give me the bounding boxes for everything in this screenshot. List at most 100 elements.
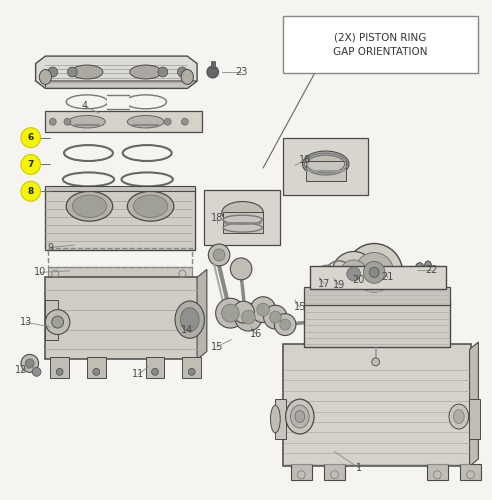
Bar	[204, 190, 280, 245]
Text: 10: 10	[34, 268, 47, 278]
Circle shape	[207, 66, 218, 78]
Text: 8: 8	[28, 187, 34, 196]
Bar	[146, 358, 164, 378]
Circle shape	[158, 67, 168, 77]
Text: 12: 12	[15, 366, 27, 376]
Ellipse shape	[71, 65, 103, 79]
Ellipse shape	[125, 95, 166, 109]
Ellipse shape	[122, 172, 173, 186]
Ellipse shape	[175, 301, 204, 339]
Bar	[45, 186, 195, 192]
Ellipse shape	[295, 410, 305, 422]
Bar	[183, 358, 201, 378]
Text: 15: 15	[211, 342, 223, 352]
Bar	[309, 266, 446, 289]
Circle shape	[235, 303, 262, 331]
Ellipse shape	[181, 70, 193, 84]
Circle shape	[21, 128, 40, 148]
Circle shape	[188, 368, 195, 376]
Circle shape	[215, 298, 245, 328]
Bar	[50, 358, 69, 378]
Text: 19: 19	[333, 280, 345, 290]
Circle shape	[52, 316, 63, 328]
Bar	[211, 60, 215, 68]
Text: 13: 13	[20, 317, 32, 327]
Circle shape	[208, 244, 230, 266]
Ellipse shape	[290, 405, 309, 428]
Circle shape	[178, 67, 187, 77]
Text: 20: 20	[352, 275, 365, 285]
Text: 16: 16	[249, 328, 262, 338]
Bar	[304, 302, 451, 347]
Polygon shape	[469, 342, 478, 466]
Ellipse shape	[66, 95, 108, 109]
Circle shape	[270, 311, 281, 323]
Ellipse shape	[64, 145, 113, 161]
Circle shape	[369, 268, 379, 278]
Text: 7: 7	[28, 160, 34, 169]
Bar	[222, 212, 263, 233]
Circle shape	[49, 118, 56, 125]
Circle shape	[280, 319, 290, 330]
Bar	[324, 464, 345, 479]
Bar	[427, 464, 448, 479]
Bar	[45, 188, 195, 250]
Circle shape	[264, 305, 287, 329]
Text: 21: 21	[382, 272, 394, 282]
Bar	[283, 16, 478, 74]
Polygon shape	[45, 81, 197, 88]
Text: (2X) PISTON RING
GAP ORIENTATION: (2X) PISTON RING GAP ORIENTATION	[333, 33, 428, 57]
Circle shape	[332, 252, 376, 296]
Bar	[87, 358, 106, 378]
Bar	[304, 288, 451, 304]
Text: 11: 11	[132, 370, 145, 380]
Ellipse shape	[127, 116, 164, 128]
Circle shape	[32, 368, 41, 376]
Ellipse shape	[127, 192, 174, 221]
Circle shape	[242, 310, 255, 324]
Ellipse shape	[425, 261, 431, 271]
Circle shape	[355, 252, 394, 292]
Circle shape	[372, 358, 379, 366]
Circle shape	[250, 296, 276, 322]
Circle shape	[182, 118, 188, 125]
Text: 17: 17	[318, 279, 331, 289]
Bar	[45, 300, 58, 340]
Circle shape	[164, 118, 171, 125]
Bar	[306, 162, 346, 182]
Circle shape	[257, 303, 270, 316]
Circle shape	[275, 314, 296, 336]
Bar	[276, 399, 286, 439]
Circle shape	[93, 368, 100, 376]
Polygon shape	[197, 270, 207, 360]
Ellipse shape	[181, 308, 199, 332]
Text: 18: 18	[211, 212, 223, 222]
Ellipse shape	[123, 145, 172, 161]
Bar	[283, 344, 471, 467]
Circle shape	[347, 267, 361, 281]
Circle shape	[56, 368, 63, 376]
Bar	[48, 248, 192, 268]
Ellipse shape	[271, 406, 280, 432]
Bar	[283, 138, 369, 196]
Circle shape	[152, 368, 158, 376]
Circle shape	[221, 304, 239, 322]
Bar	[45, 278, 200, 359]
Text: 14: 14	[181, 324, 193, 334]
Ellipse shape	[39, 70, 52, 84]
Ellipse shape	[63, 172, 114, 186]
Circle shape	[67, 67, 77, 77]
Ellipse shape	[133, 195, 168, 218]
Ellipse shape	[72, 195, 107, 218]
Text: 15: 15	[294, 302, 306, 312]
Circle shape	[21, 154, 40, 174]
Circle shape	[364, 262, 385, 283]
Circle shape	[21, 354, 38, 372]
Circle shape	[340, 260, 368, 288]
Ellipse shape	[66, 192, 113, 221]
Circle shape	[26, 359, 34, 368]
Ellipse shape	[130, 65, 161, 79]
Text: 23: 23	[235, 68, 247, 78]
Bar	[107, 95, 128, 109]
Bar	[48, 268, 192, 280]
